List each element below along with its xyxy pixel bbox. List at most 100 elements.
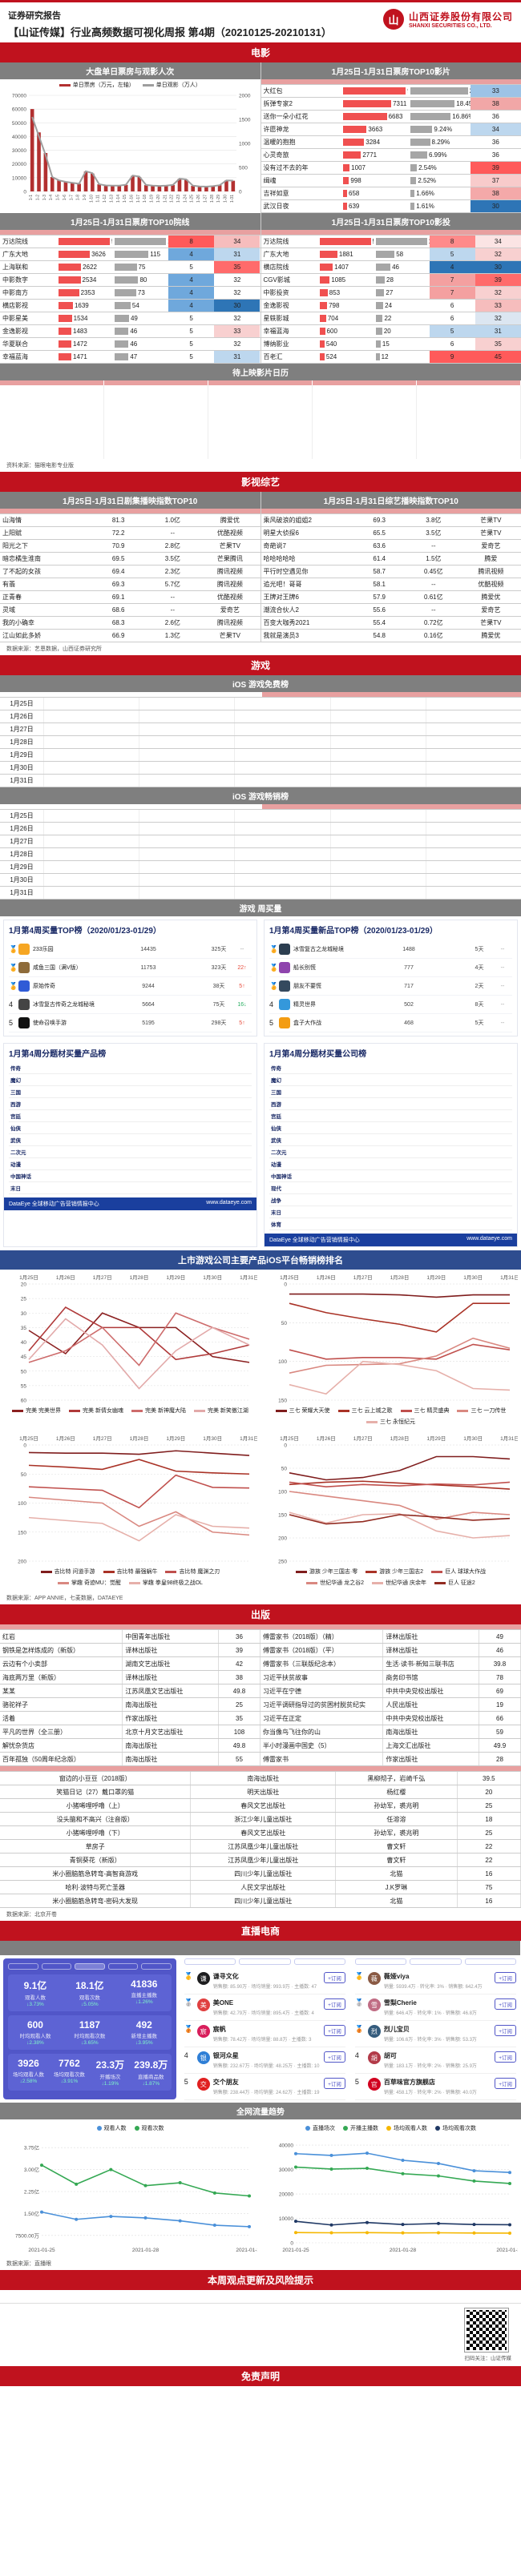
game-name bbox=[43, 723, 139, 735]
game-name: 冰雪复古之龙城秘境 bbox=[293, 947, 344, 952]
svg-text:1月28日: 1月28日 bbox=[130, 1274, 149, 1281]
col-header bbox=[390, 79, 456, 84]
subscribe-button[interactable]: +订阅 bbox=[324, 1972, 345, 1983]
avatar: 美 bbox=[196, 1998, 210, 2011]
subscribe-button[interactable]: +订阅 bbox=[324, 2078, 345, 2089]
price: 22 bbox=[458, 1854, 521, 1866]
tab[interactable] bbox=[41, 1963, 72, 1970]
tab[interactable] bbox=[410, 1958, 462, 1965]
theme-company bbox=[306, 1122, 375, 1133]
svg-text:1月29日: 1月29日 bbox=[166, 1274, 185, 1281]
game-name bbox=[139, 710, 234, 722]
theme-row: 二次元 bbox=[9, 1146, 252, 1158]
avatar: 胡 bbox=[367, 2051, 381, 2064]
theme-game bbox=[46, 1170, 115, 1181]
theme-category: 动漫 bbox=[10, 1162, 21, 1168]
tab[interactable] bbox=[293, 1958, 345, 1965]
subscribe-button[interactable]: +订阅 bbox=[495, 2051, 516, 2063]
game-name bbox=[425, 775, 521, 787]
subscribe-button[interactable]: +订阅 bbox=[324, 2025, 345, 2036]
table-row: 1月25日 bbox=[0, 810, 521, 823]
svg-text:10000: 10000 bbox=[279, 2216, 293, 2222]
theme-row: 仙侠 bbox=[269, 1122, 512, 1134]
svg-text:1500: 1500 bbox=[239, 118, 251, 123]
subscribe-button[interactable]: +订阅 bbox=[495, 1998, 516, 2010]
price: 20 bbox=[458, 1785, 521, 1798]
qr-caption: 扫码关注：山证传媒 bbox=[464, 2356, 512, 2361]
tab[interactable] bbox=[464, 1958, 516, 1965]
table-row: 百变大咖秀2021 55.4 0.72亿 芒果TV bbox=[260, 617, 521, 630]
dataeye-footer: DataEye 全球移动广告营销情报中心 www.dataeye.com bbox=[265, 1234, 517, 1246]
table-row: 吉祥如意 658 1.66% 38 bbox=[260, 187, 521, 200]
tab[interactable] bbox=[8, 1963, 38, 1970]
col-header bbox=[0, 230, 52, 235]
subscribe-button[interactable]: +订阅 bbox=[495, 1972, 516, 1983]
svg-text:1-24: 1-24 bbox=[183, 195, 188, 203]
game-name bbox=[425, 736, 521, 748]
tab[interactable] bbox=[75, 1963, 105, 1970]
svg-text:1月29日: 1月29日 bbox=[426, 1274, 446, 1281]
game-name bbox=[425, 861, 521, 873]
rank-medal-icon: 🏅 bbox=[269, 944, 279, 953]
report-type-label: 证券研究报告 bbox=[8, 11, 61, 21]
subscribe-button[interactable]: +订阅 bbox=[495, 2025, 516, 2036]
subscribe-button[interactable]: +订阅 bbox=[495, 2078, 516, 2089]
variety-table-title: 1月25日-1月31日综艺播映指数TOP10 bbox=[260, 492, 521, 509]
table-row: 笑猫日记（27）戴口罩的猫 明天出版社 杨红樱 20 bbox=[0, 1785, 521, 1799]
theme-game bbox=[183, 1098, 252, 1109]
theme-game bbox=[183, 1062, 252, 1073]
publisher: 湖南文艺出版社 bbox=[123, 1657, 219, 1670]
svg-text:1月31日: 1月31日 bbox=[500, 1274, 518, 1281]
book-title: 米小圈脑筋急转弯-高智商游戏 bbox=[0, 1867, 192, 1880]
svg-text:1-13: 1-13 bbox=[109, 195, 114, 203]
live-stats-panel: 9.1亿 观看人数 ↓3.73% 18.1亿 观看次数 ↓5.05% 41836 直播主播数 ↓… bbox=[3, 1958, 176, 2099]
theme-company bbox=[375, 1110, 444, 1121]
tab[interactable] bbox=[239, 1958, 291, 1965]
price: 28 bbox=[479, 1753, 521, 1765]
perfectworld-rank-chart: 20 25 30 35 40 45 50 55 60 1月25日 1月26日 1月27日 1月28日 1月… bbox=[3, 1273, 259, 1405]
tab[interactable] bbox=[354, 1958, 407, 1965]
svg-text:2021-01-28: 2021-01-28 bbox=[132, 2248, 160, 2253]
publisher: 江苏凤凰少年儿童出版社 bbox=[191, 1840, 337, 1853]
tab[interactable] bbox=[107, 1963, 139, 1970]
price: 66 bbox=[479, 1712, 521, 1725]
drama-name: 有翡 bbox=[2, 581, 15, 588]
table-row: 1月25日 bbox=[0, 698, 521, 710]
chains-table: 万达院线 5922 173 8 34 广东大地 3626 115 4 31 上海… bbox=[0, 230, 260, 364]
tab[interactable] bbox=[141, 1963, 172, 1970]
legend-label: 完美 新神魔大陆 bbox=[145, 1408, 186, 1414]
theme-category: 宫廷 bbox=[10, 1114, 21, 1120]
theme-game bbox=[46, 1062, 115, 1073]
date-cell: 1月30日 bbox=[0, 762, 43, 774]
stat-card: 18.1亿 观看次数 ↓5.05% bbox=[63, 1974, 117, 2011]
subscribe-button[interactable]: +订阅 bbox=[324, 2051, 345, 2063]
publisher: 译林出版社 bbox=[123, 1644, 219, 1656]
svg-text:1月29日: 1月29日 bbox=[166, 1435, 185, 1442]
subscribe-button[interactable]: +订阅 bbox=[324, 1998, 345, 2010]
legend-label: 场均观看人数 bbox=[394, 2126, 427, 2131]
org-row: 🥈 美 美ONE 销售额: 42.79万 · 场均销量: 895.4万 · 主播数… bbox=[184, 1994, 345, 2021]
svg-text:200: 200 bbox=[18, 1560, 26, 1565]
game-name bbox=[43, 698, 139, 710]
theme-row: 战争 bbox=[269, 1194, 512, 1206]
theme-company bbox=[375, 1194, 444, 1205]
avg-price: 30 bbox=[470, 200, 521, 212]
table-row: 小猪唏哩呼噜（下） 春风文艺出版社 孙幼军，裘兆明 25 bbox=[0, 1826, 521, 1840]
theme-company bbox=[375, 1086, 444, 1097]
dataeye-url[interactable]: www.dataeye.com bbox=[206, 1200, 252, 1205]
tab[interactable] bbox=[184, 1958, 236, 1965]
chain-name: 中影南方 bbox=[2, 289, 28, 296]
svg-text:1月28日: 1月28日 bbox=[130, 1435, 149, 1442]
svg-text:1月26日: 1月26日 bbox=[56, 1274, 75, 1281]
svg-text:0: 0 bbox=[284, 1282, 287, 1288]
calendar-column bbox=[313, 385, 417, 459]
price: 49.8 bbox=[219, 1684, 260, 1697]
anchor-stats: 销量: 5939.4万 · 转化率: 3% · 销售额: 642.4万 bbox=[383, 1985, 483, 1990]
legend-label: 三七 云上城之歌 bbox=[351, 1408, 393, 1414]
avatar: 交 bbox=[196, 2078, 210, 2091]
author: 曹文轩 bbox=[336, 1854, 458, 1866]
avg-price: 30 bbox=[214, 300, 260, 312]
legend-label: 单日观影（万人） bbox=[155, 83, 201, 88]
table-row: 明星大侦探6 65.5 3.5亿 芒果TV bbox=[260, 527, 521, 540]
rank-medal-icon: 4 bbox=[9, 1000, 14, 1008]
